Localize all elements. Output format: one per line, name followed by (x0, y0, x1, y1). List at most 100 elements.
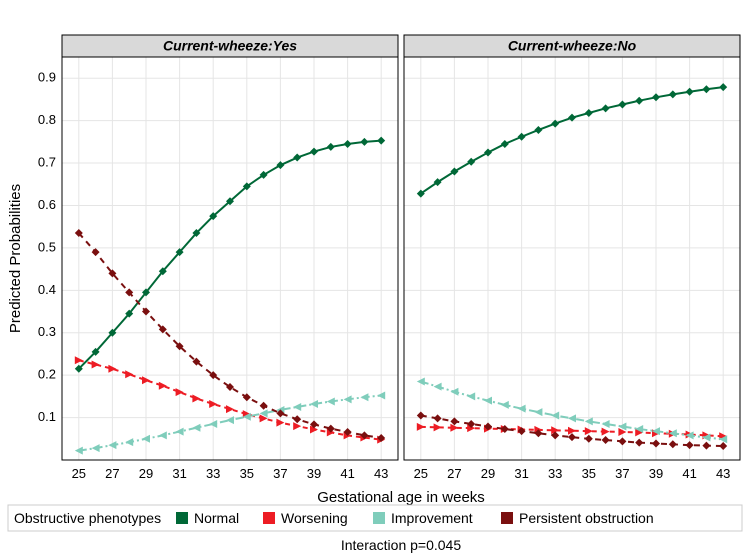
panel-title-1: Current-wheeze:No (508, 38, 637, 54)
chart-container: Current-wheeze:Yes Current-wheeze:No 0.1 0.… (0, 0, 750, 560)
marker-diamond (719, 442, 727, 450)
x-tick-label: 25 (414, 466, 428, 481)
marker-diamond (518, 133, 526, 141)
y-tick-label: 0.1 (38, 409, 56, 424)
marker-arrow-left (602, 420, 610, 428)
marker-diamond (585, 435, 593, 443)
legend-swatch-improvement (373, 512, 385, 524)
legend-title: Obstructive phenotypes (14, 510, 161, 526)
y-tick-label: 0.4 (38, 282, 56, 297)
x-tick-label: 29 (139, 466, 153, 481)
marker-diamond (434, 414, 442, 422)
x-tick-label: 41 (682, 466, 696, 481)
marker-arrow-left (125, 438, 133, 446)
marker-arrow-right (602, 428, 610, 436)
x-tick-label: 33 (206, 466, 220, 481)
x-tick-label: 33 (548, 466, 562, 481)
marker-diamond (669, 440, 677, 448)
legend-label-worsening: Worsening (281, 510, 348, 526)
x-tick-label: 31 (514, 466, 528, 481)
marker-arrow-right (434, 423, 442, 431)
y-tick-label: 0.2 (38, 367, 56, 382)
marker-diamond (702, 442, 710, 450)
marker-arrow-right (159, 382, 167, 390)
marker-diamond (568, 433, 576, 441)
marker-diamond (534, 126, 542, 134)
marker-diamond (719, 83, 727, 91)
marker-diamond (310, 148, 318, 156)
marker-diamond (618, 101, 626, 109)
y-tick-label: 0.8 (38, 112, 56, 127)
legend-label-improvement: Improvement (391, 510, 473, 526)
marker-arrow-left (467, 392, 475, 400)
marker-arrow-right (192, 394, 200, 402)
marker-diamond (602, 436, 610, 444)
marker-diamond (484, 148, 492, 156)
x-tick-label: 27 (105, 466, 119, 481)
marker-arrow-left (327, 397, 335, 405)
x-tick-label: 35 (240, 466, 254, 481)
x-tick-label: 27 (447, 466, 461, 481)
marker-diamond (293, 154, 301, 162)
marker-diamond (260, 402, 268, 410)
x-tick-label: 37 (273, 466, 287, 481)
marker-diamond (417, 411, 425, 419)
marker-arrow-left (434, 383, 442, 391)
marker-diamond (602, 104, 610, 112)
marker-arrow-left (159, 431, 167, 439)
marker-diamond (669, 90, 677, 98)
series-line-normal (421, 87, 723, 193)
x-axis-label: Gestational age in weeks (317, 489, 485, 506)
marker-diamond (686, 88, 694, 96)
marker-arrow-left (192, 424, 200, 432)
x-tick-label: 43 (716, 466, 730, 481)
y-tick-label: 0.5 (38, 239, 56, 254)
x-tick-label: 37 (615, 466, 629, 481)
marker-diamond (327, 143, 335, 151)
marker-diamond (618, 437, 626, 445)
marker-arrow-left (360, 393, 368, 401)
marker-diamond (377, 137, 385, 145)
marker-diamond (686, 441, 694, 449)
marker-diamond (652, 439, 660, 447)
legend-label-normal: Normal (194, 510, 239, 526)
x-tick-label: 41 (340, 466, 354, 481)
marker-arrow-right (226, 405, 234, 413)
marker-diamond (635, 439, 643, 447)
marker-diamond (585, 109, 593, 117)
x-tick-label: 35 (582, 466, 596, 481)
marker-arrow-left (534, 408, 542, 416)
marker-arrow-right (92, 361, 100, 369)
marker-arrow-left (568, 414, 576, 422)
marker-arrow-left (501, 401, 509, 409)
marker-arrow-left (92, 444, 100, 452)
panel-title-0: Current-wheeze:Yes (163, 38, 297, 54)
marker-arrow-right (125, 370, 133, 378)
x-tick-label: 25 (72, 466, 86, 481)
marker-diamond (360, 138, 368, 146)
chart-svg: Current-wheeze:Yes Current-wheeze:No 0.1 0.… (0, 0, 750, 560)
marker-diamond (276, 161, 284, 169)
y-tick-label: 0.6 (38, 197, 56, 212)
legend-swatch-normal (176, 512, 188, 524)
y-axis-label: Predicted Probabilities (7, 184, 24, 333)
marker-diamond (702, 85, 710, 93)
marker-diamond (293, 415, 301, 423)
marker-diamond (652, 93, 660, 101)
x-tick-label: 31 (172, 466, 186, 481)
x-tick-label: 39 (307, 466, 321, 481)
x-tick-label: 29 (481, 466, 495, 481)
x-tick-label: 39 (649, 466, 663, 481)
marker-diamond (635, 97, 643, 105)
marker-diamond (92, 248, 100, 256)
x-tick-label: 43 (374, 466, 388, 481)
series-line-improvement (79, 396, 381, 451)
legend-swatch-persistent (501, 512, 513, 524)
marker-arrow-left (293, 403, 301, 411)
marker-diamond (344, 140, 352, 148)
legend-swatch-worsening (263, 512, 275, 524)
marker-diamond (450, 417, 458, 425)
marker-diamond (467, 158, 475, 166)
legend-label-persistent: Persistent obstruction (519, 510, 654, 526)
y-tick-label: 0.9 (38, 70, 56, 85)
